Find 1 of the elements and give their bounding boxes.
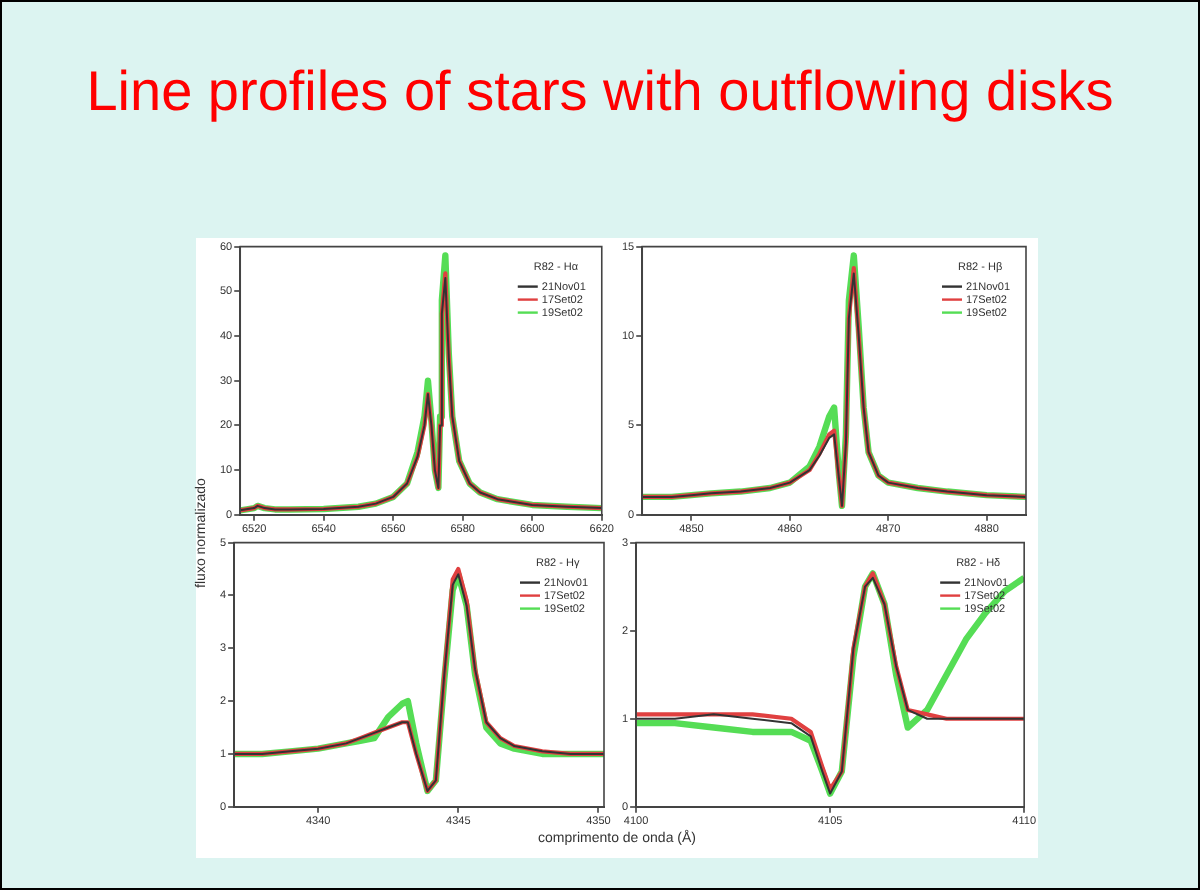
text: Line profiles of stars with outflowing disks [84,58,1116,126]
